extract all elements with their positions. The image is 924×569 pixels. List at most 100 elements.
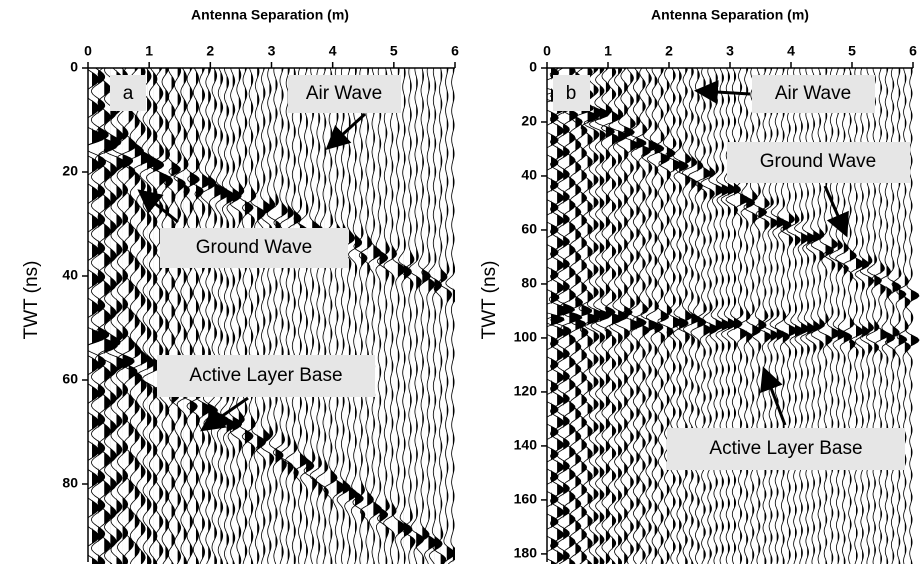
x-tick-label: 0 (543, 43, 551, 59)
trace-fill (134, 68, 144, 564)
trace (200, 68, 218, 564)
trace (207, 68, 225, 564)
trace (279, 68, 294, 564)
x-tick-label: 3 (268, 43, 276, 59)
trace (549, 68, 576, 564)
trace (328, 68, 346, 564)
trace-fill (269, 68, 275, 564)
trace (255, 68, 272, 564)
trace (348, 68, 364, 564)
trace (352, 68, 368, 564)
y-tick-label: 80 (62, 475, 78, 491)
trace (415, 68, 431, 564)
trace (408, 68, 425, 564)
trace-fill (416, 68, 424, 564)
trace-fill (116, 68, 126, 564)
trace-fill (740, 68, 749, 564)
trace (229, 68, 245, 564)
trace-fill (238, 68, 245, 564)
trace (260, 68, 276, 564)
trace (309, 68, 328, 564)
trace (111, 68, 135, 564)
y-tick-label: 40 (521, 167, 537, 183)
trace (375, 68, 389, 564)
trace-fill (391, 68, 397, 564)
trace-fill (385, 68, 390, 564)
trace (250, 68, 267, 564)
trace-fill (244, 68, 254, 564)
trace-fill (397, 68, 406, 564)
trace (645, 68, 665, 564)
trace-fill (776, 68, 785, 564)
trace-fill (312, 68, 321, 564)
trace (432, 68, 448, 564)
trace (333, 68, 351, 564)
trace-fill (226, 68, 236, 564)
y-tick-label: 0 (529, 59, 537, 75)
trace (570, 68, 594, 564)
trace-fill (293, 68, 301, 564)
trace-fill (281, 68, 288, 564)
trace (665, 68, 683, 564)
trace (376, 68, 390, 564)
x-tick-label: 0 (84, 43, 92, 59)
annotation: Active Layer Base (709, 438, 862, 459)
y-tick-label: 0 (70, 59, 78, 75)
x-tick-label: 5 (848, 43, 856, 59)
trace-fill (171, 68, 181, 564)
trace (315, 68, 334, 564)
trace (155, 68, 177, 564)
trace (194, 68, 212, 564)
x-tick-label: 1 (145, 43, 153, 59)
trace-fill (587, 68, 600, 564)
trace (180, 68, 200, 564)
trace-fill (98, 68, 109, 564)
annotations-a: a Air Wave Ground Wave Active Layer Base (110, 75, 401, 432)
trace (620, 68, 641, 564)
trace-fill (104, 68, 118, 564)
trace-fill (727, 68, 737, 564)
trace-fill (569, 68, 582, 564)
trace (161, 68, 181, 564)
trace-fill (746, 68, 755, 564)
trace (391, 68, 407, 564)
trace-fill (880, 68, 889, 564)
trace (708, 68, 725, 564)
trace-fill (770, 68, 778, 564)
trace-fill (324, 68, 333, 564)
trace (284, 68, 302, 564)
x-tick-label: 4 (787, 43, 795, 59)
trace (116, 68, 138, 564)
panel-label: a (123, 83, 134, 104)
trace-fill (92, 68, 106, 564)
trace-fill (691, 68, 699, 564)
trace-fill (837, 68, 846, 564)
trace (358, 68, 374, 564)
trace (657, 68, 676, 564)
trace (401, 68, 416, 564)
trace (226, 68, 243, 564)
trace (428, 68, 443, 564)
y-axis-title: TWT (ns) (21, 261, 42, 340)
trace-fill (605, 68, 616, 564)
trace-fill (581, 68, 594, 564)
trace (298, 68, 315, 564)
trace (383, 68, 398, 564)
trace-fill (287, 68, 294, 564)
trace-fill (183, 68, 194, 564)
trace-fill (734, 68, 743, 564)
y-axis-title: TWT (ns) (479, 261, 500, 340)
trace (651, 68, 671, 564)
trace-fill (232, 68, 242, 564)
trace (563, 68, 587, 564)
y-tick-label: 100 (514, 329, 538, 345)
trace-fill (452, 68, 455, 564)
y-tick-label: 160 (514, 491, 538, 507)
x-tick-label: 6 (451, 43, 459, 59)
trace (220, 68, 237, 564)
trace-fill (251, 68, 256, 564)
annotations-b: b Air Wave Ground Wave Active Layer Base (553, 75, 910, 470)
trace (421, 68, 437, 564)
annotation: Air Wave (306, 83, 382, 104)
